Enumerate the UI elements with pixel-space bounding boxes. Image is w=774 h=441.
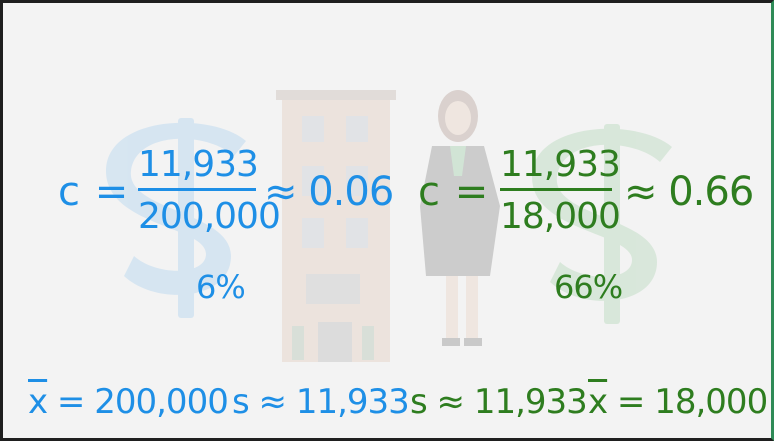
right-fraction-bar [500, 188, 612, 191]
right-equals: = [454, 169, 489, 215]
left-denominator: 200,000 [138, 196, 281, 237]
building-icon [276, 90, 396, 362]
left-c-label: c [58, 169, 80, 215]
right-percent: 66% [554, 268, 623, 306]
right-numerator: 11,933 [500, 144, 621, 185]
slide-canvas: c = 11,933 200,000 ≈ 0.06 6% c = 11,933 … [6, 6, 771, 438]
right-mean-value: = 18,000 [607, 382, 768, 422]
left-mean: x = 200,000 [28, 382, 229, 422]
left-std-dev: s ≈ 11,933 [232, 382, 410, 422]
right-std-dev: s ≈ 11,933 [410, 382, 588, 422]
left-c-variable: c = [58, 169, 129, 215]
left-fraction-bar [138, 188, 256, 191]
background-illustration [106, 90, 672, 362]
left-mean-value: = 200,000 [47, 382, 229, 422]
left-percent: 6% [196, 268, 246, 306]
businesswoman-icon [420, 90, 500, 346]
right-mean: x = 18,000 [588, 382, 768, 422]
left-mean-symbol: x [28, 382, 48, 422]
dollar-sign-icon-blue [106, 118, 246, 318]
left-numerator: 11,933 [138, 144, 259, 185]
right-c-variable: c = [418, 169, 489, 215]
left-approx-value: ≈ 0.06 [264, 169, 394, 215]
right-denominator: 18,000 [500, 196, 621, 237]
dollar-sign-icon-green [532, 124, 672, 324]
left-equals: = [94, 169, 129, 215]
right-c-label: c [418, 169, 440, 215]
right-mean-symbol: x [588, 382, 608, 422]
right-approx-value: ≈ 0.66 [624, 169, 754, 215]
